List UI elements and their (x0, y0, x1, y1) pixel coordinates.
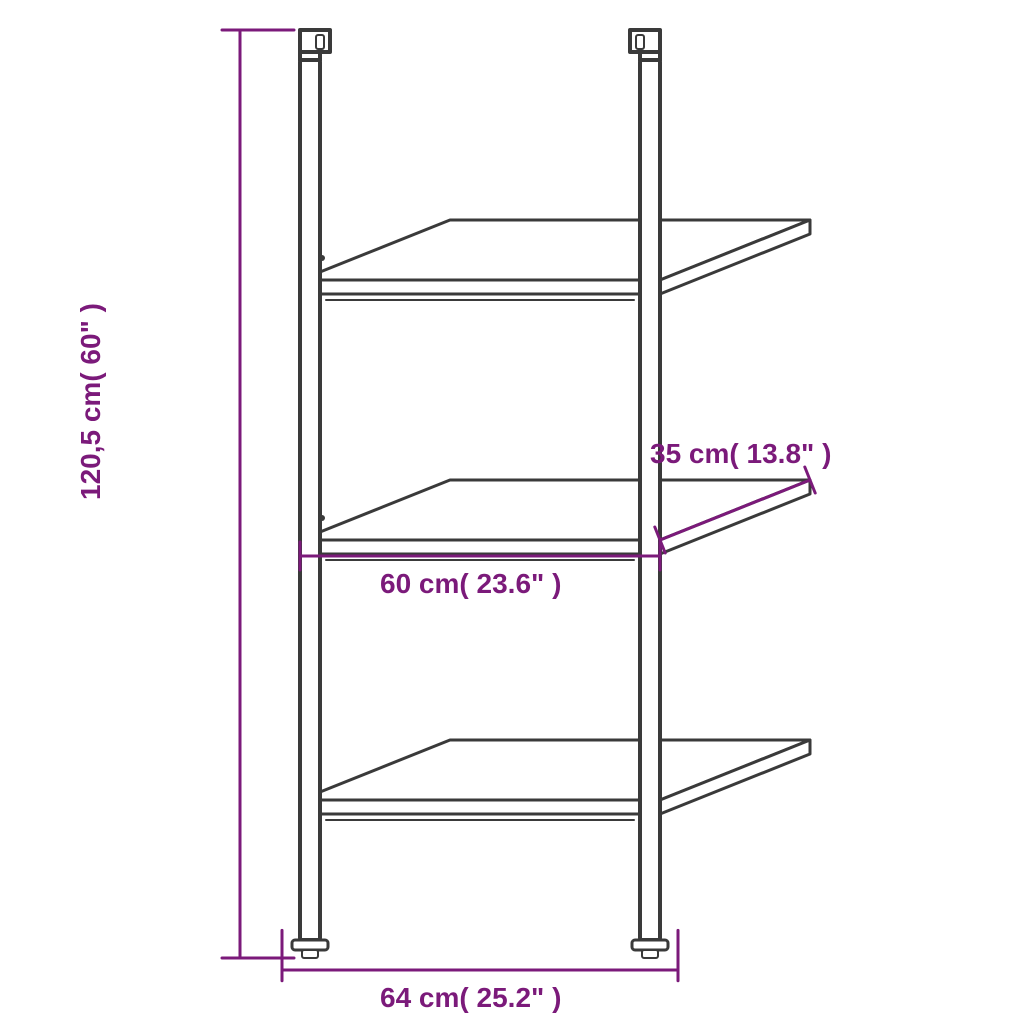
dim-base-in: 25.2" (477, 982, 545, 1013)
dim-depth-cm: 35 cm (650, 438, 729, 469)
dim-height-cm: 120,5 cm (75, 382, 106, 500)
dim-depth-in: 13.8" (747, 438, 815, 469)
dim-shelf-cm: 60 cm (380, 568, 459, 599)
dim-height-in: 60" (75, 320, 106, 364)
shelf-diagram-svg (0, 0, 1024, 1024)
diagram-canvas: 120,5 cm( 60" ) 35 cm( 13.8" ) 60 cm( 23… (0, 0, 1024, 1024)
dimension-label-base-width: 64 cm( 25.2" ) (380, 982, 561, 1014)
dim-shelf-in: 23.6" (477, 568, 545, 599)
dimension-label-height: 120,5 cm( 60" ) (75, 303, 107, 500)
dimension-label-depth: 35 cm( 13.8" ) (650, 438, 831, 470)
dimension-label-shelf-width: 60 cm( 23.6" ) (380, 568, 561, 600)
dim-base-cm: 64 cm (380, 982, 459, 1013)
